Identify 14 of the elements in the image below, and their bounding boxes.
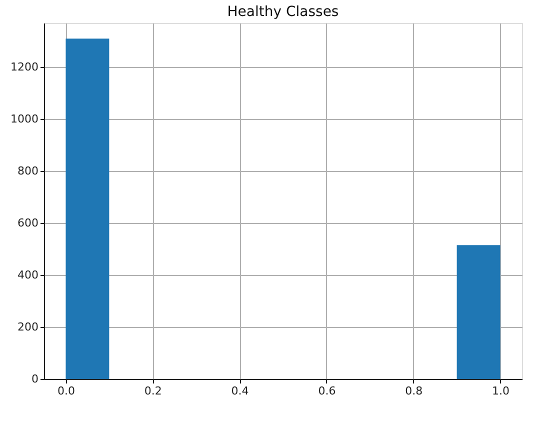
y-tick-label: 200: [18, 320, 38, 334]
y-tick-label: 1200: [10, 60, 38, 74]
x-tick-label: 0.4: [231, 384, 249, 398]
chart-title: Healthy Classes: [227, 4, 339, 20]
x-tick-label: 0.2: [144, 384, 162, 398]
x-tick-label: 0.0: [57, 384, 75, 398]
x-tick-label: 0.6: [318, 384, 336, 398]
y-tick-label: 1000: [10, 112, 38, 126]
x-tick-label: 0.8: [405, 384, 423, 398]
y-tick-label: 400: [18, 268, 38, 282]
x-tick-label: 1.0: [492, 384, 510, 398]
y-tick-label: 600: [18, 216, 38, 230]
y-tick-label: 0: [32, 372, 38, 386]
y-tick-label: 800: [18, 164, 38, 178]
